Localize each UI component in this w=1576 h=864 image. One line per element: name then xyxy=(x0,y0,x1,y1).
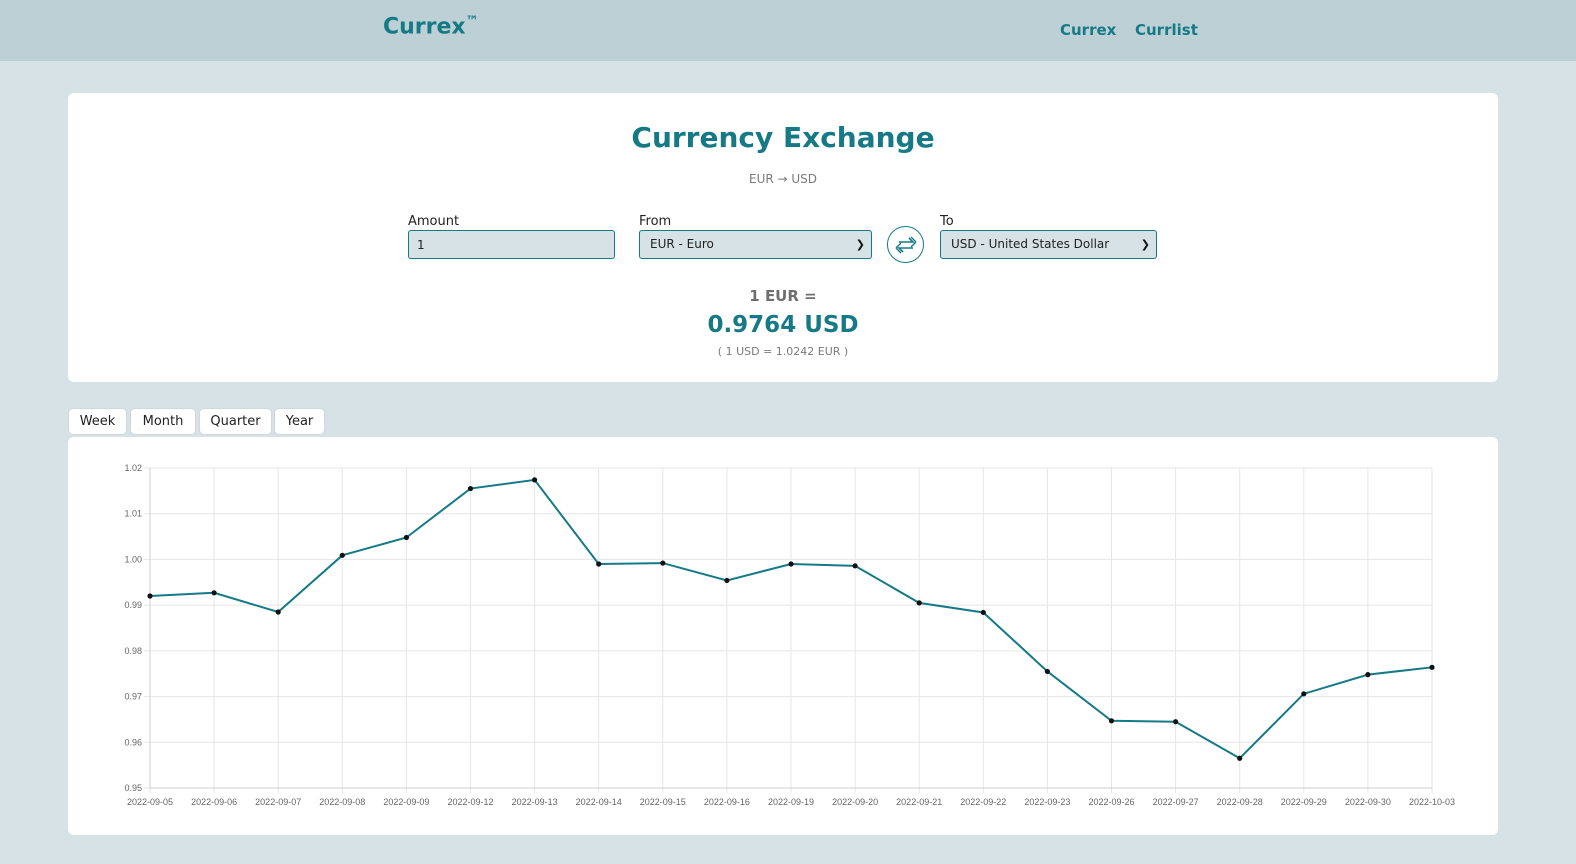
chevron-down-icon: ❯ xyxy=(1140,238,1150,251)
to-currency-select[interactable]: USD - United States Dollar ❯ xyxy=(940,230,1157,259)
amount-input[interactable] xyxy=(408,230,615,259)
x-tick-label: 2022-09-13 xyxy=(512,797,558,807)
exchange-rate-chart: 1.02 1.01 1.00 0.99 0.98 0.97 0.96 0.95 2022-09-… xyxy=(124,463,1455,807)
x-tick-label: 2022-09-14 xyxy=(576,797,622,807)
data-point xyxy=(211,590,217,596)
data-point xyxy=(852,563,858,569)
brand-logo[interactable]: Currex™ xyxy=(383,14,479,39)
data-point xyxy=(1044,668,1050,675)
x-tick-label: 2022-09-23 xyxy=(1024,797,1070,807)
data-point xyxy=(1429,664,1435,670)
page-title: Currency Exchange xyxy=(631,121,935,154)
data-point xyxy=(1365,672,1371,678)
trademark-mark: ™ xyxy=(465,14,479,29)
data-point xyxy=(147,593,153,599)
amount-label: Amount xyxy=(408,214,460,229)
data-point xyxy=(467,485,474,492)
nav-link-currlist[interactable]: Currlist xyxy=(1135,21,1198,39)
result-base: 1 EUR = xyxy=(749,287,817,305)
y-tick-label: 0.96 xyxy=(124,737,142,747)
x-tick-label: 2022-09-20 xyxy=(832,797,878,807)
x-tick-label: 2022-10-03 xyxy=(1409,797,1455,807)
result-converted: 0.9764 USD xyxy=(707,312,859,338)
to-currency-value: USD - United States Dollar xyxy=(951,237,1110,251)
x-tick-label: 2022-09-09 xyxy=(383,797,429,807)
data-point xyxy=(275,609,281,615)
nav-link-currex[interactable]: Currex xyxy=(1060,21,1117,39)
data-point xyxy=(596,561,602,567)
data-point xyxy=(403,534,409,541)
y-tick-label: 0.98 xyxy=(124,646,142,656)
data-point xyxy=(1108,718,1115,724)
result-inverse-rate: ( 1 USD = 1.0242 EUR ) xyxy=(717,345,849,358)
data-point xyxy=(660,560,666,566)
x-tick-label: 2022-09-29 xyxy=(1281,797,1327,807)
currency-pair: EUR → USD xyxy=(748,172,818,186)
x-tick-label: 2022-09-26 xyxy=(1088,797,1134,807)
x-tick-label: 2022-09-27 xyxy=(1153,797,1199,807)
y-tick-label: 1.01 xyxy=(124,509,142,519)
x-tick-label: 2022-09-12 xyxy=(447,797,493,807)
x-tick-label: 2022-09-16 xyxy=(704,797,750,807)
data-point xyxy=(788,561,794,567)
tab-month[interactable]: Month xyxy=(130,408,196,435)
y-tick-label: 0.97 xyxy=(124,692,142,702)
x-tick-label: 2022-09-22 xyxy=(960,797,1006,807)
x-tick-label: 2022-09-08 xyxy=(319,797,365,807)
from-label: From xyxy=(639,214,672,229)
from-currency-select[interactable]: EUR - Euro ❯ xyxy=(639,230,872,259)
navbar: Currex™ Currex Currlist xyxy=(0,0,1576,61)
swap-button[interactable] xyxy=(887,226,924,263)
x-tick-label: 2022-09-28 xyxy=(1217,797,1263,807)
swap-arrows-icon xyxy=(895,236,916,253)
data-point xyxy=(1173,719,1179,725)
y-tick-label: 0.99 xyxy=(124,600,142,610)
brand-name: Currex xyxy=(383,14,466,40)
tab-week[interactable]: Week xyxy=(68,408,127,435)
data-point xyxy=(916,600,922,606)
y-tick-label: 1.02 xyxy=(124,463,142,473)
x-tick-label: 2022-09-19 xyxy=(768,797,814,807)
data-point xyxy=(532,477,538,483)
data-point xyxy=(1237,755,1243,761)
x-tick-label: 2022-09-06 xyxy=(191,797,237,807)
y-tick-label: 1.00 xyxy=(124,554,142,564)
chart-card: 1.02 1.01 1.00 0.99 0.98 0.97 0.96 0.95 2022-09-… xyxy=(68,437,1498,835)
data-point xyxy=(339,552,345,558)
tab-year[interactable]: Year xyxy=(274,408,325,435)
data-point xyxy=(1301,691,1307,697)
tab-quarter[interactable]: Quarter xyxy=(199,408,272,435)
from-currency-value: EUR - Euro xyxy=(650,237,714,251)
data-point xyxy=(724,577,730,584)
to-label: To xyxy=(940,214,954,229)
x-tick-label: 2022-09-05 xyxy=(127,797,173,807)
x-tick-label: 2022-09-30 xyxy=(1345,797,1391,807)
data-point xyxy=(980,609,986,616)
x-tick-label: 2022-09-07 xyxy=(255,797,301,807)
x-tick-label: 2022-09-15 xyxy=(640,797,686,807)
x-tick-label: 2022-09-21 xyxy=(896,797,942,807)
chevron-down-icon: ❯ xyxy=(855,238,865,251)
y-tick-label: 0.95 xyxy=(124,783,142,793)
exchange-card: Currency Exchange EUR → USD Amount From … xyxy=(68,93,1498,382)
